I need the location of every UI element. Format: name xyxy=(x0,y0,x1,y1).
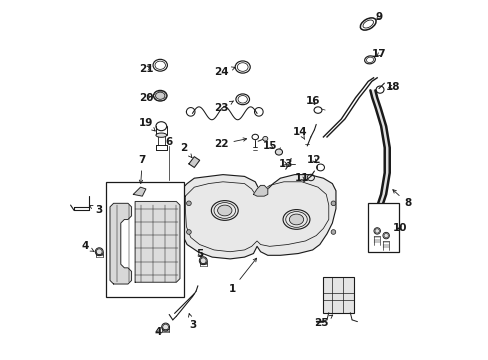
Text: 14: 14 xyxy=(292,127,307,139)
Text: 12: 12 xyxy=(306,155,321,165)
Text: 20: 20 xyxy=(139,93,153,103)
Ellipse shape xyxy=(330,201,335,206)
Text: 15: 15 xyxy=(262,141,276,151)
Ellipse shape xyxy=(275,149,282,155)
Text: 8: 8 xyxy=(392,190,410,208)
Ellipse shape xyxy=(153,90,167,101)
Polygon shape xyxy=(369,90,389,205)
Text: 4: 4 xyxy=(154,327,162,337)
Text: 7: 7 xyxy=(138,155,146,184)
Text: 1: 1 xyxy=(228,258,256,294)
Ellipse shape xyxy=(95,248,103,256)
Ellipse shape xyxy=(155,92,164,99)
Ellipse shape xyxy=(217,205,231,216)
Text: 6: 6 xyxy=(165,138,172,147)
Text: 13: 13 xyxy=(278,159,292,169)
Ellipse shape xyxy=(262,136,267,141)
Ellipse shape xyxy=(289,214,303,225)
Bar xyxy=(323,277,353,313)
Ellipse shape xyxy=(186,201,191,206)
Text: 22: 22 xyxy=(214,138,246,149)
Text: 16: 16 xyxy=(305,96,319,106)
Text: 11: 11 xyxy=(294,173,308,183)
Text: 25: 25 xyxy=(314,315,332,328)
Ellipse shape xyxy=(199,257,207,265)
Ellipse shape xyxy=(382,232,388,239)
Polygon shape xyxy=(180,175,335,259)
Text: 18: 18 xyxy=(386,82,400,92)
Text: 3: 3 xyxy=(188,314,196,330)
Text: 19: 19 xyxy=(139,118,155,131)
Text: 4: 4 xyxy=(81,241,94,251)
Polygon shape xyxy=(188,157,199,167)
Text: 17: 17 xyxy=(371,49,386,59)
Text: 3: 3 xyxy=(89,206,102,216)
Ellipse shape xyxy=(186,230,191,234)
Text: 21: 21 xyxy=(139,64,153,74)
Text: 23: 23 xyxy=(214,101,233,113)
Ellipse shape xyxy=(330,230,335,234)
Text: 9: 9 xyxy=(375,12,382,22)
Polygon shape xyxy=(110,203,131,284)
Text: 5: 5 xyxy=(196,248,203,258)
Ellipse shape xyxy=(373,228,380,234)
Polygon shape xyxy=(253,185,267,196)
Text: 24: 24 xyxy=(213,67,235,77)
Text: 2: 2 xyxy=(180,143,192,158)
Bar xyxy=(106,182,183,297)
Polygon shape xyxy=(135,202,180,282)
Bar xyxy=(367,203,398,252)
Polygon shape xyxy=(133,187,145,196)
Text: 10: 10 xyxy=(392,224,407,233)
Ellipse shape xyxy=(162,323,169,331)
Ellipse shape xyxy=(156,133,166,137)
